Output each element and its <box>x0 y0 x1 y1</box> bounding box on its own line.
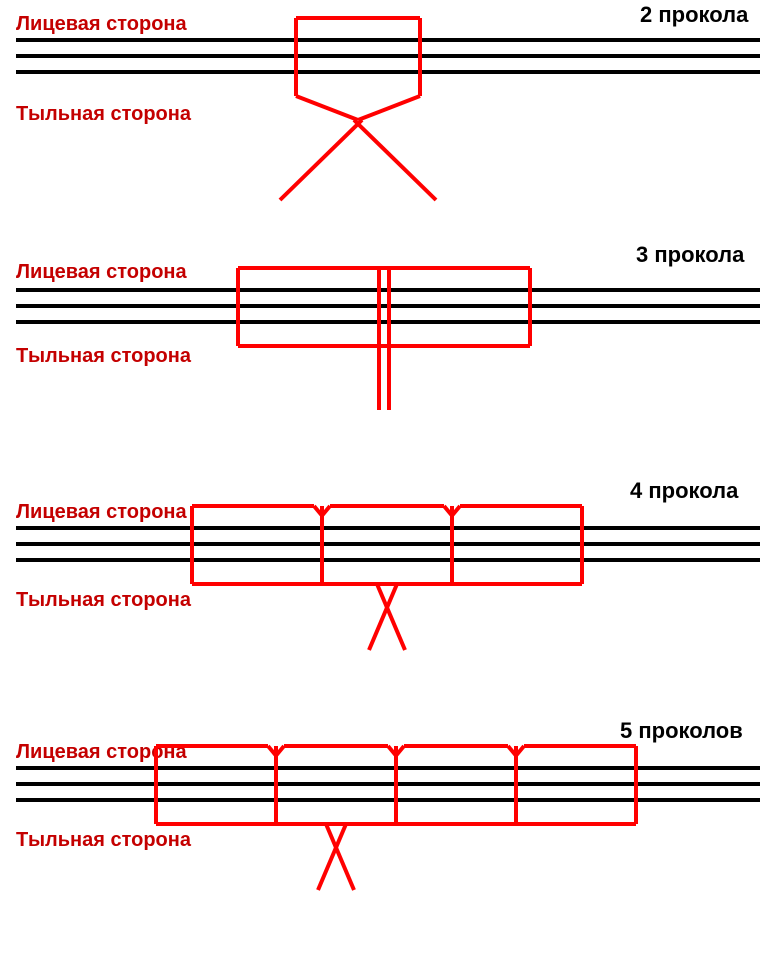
thread-tail-rl <box>280 120 362 200</box>
label-front-side: Лицевая сторона <box>16 261 188 283</box>
panel-title: 2 прокола <box>640 2 749 27</box>
label-back-side: Тыльная сторона <box>16 829 192 851</box>
thread-botright <box>358 96 420 120</box>
label-back-side: Тыльная сторона <box>16 345 192 367</box>
thread-botleft <box>296 96 358 120</box>
panel-title: 5 проколов <box>620 718 743 743</box>
label-back-side: Тыльная сторона <box>16 103 192 125</box>
document-sheet <box>16 528 760 560</box>
panel-4: 5 проколовЛицевая сторонаТыльная сторона <box>16 718 760 890</box>
label-front-side: Лицевая сторона <box>16 501 188 523</box>
panel-1: 2 прокола Лицевая сторона Тыльная сторона <box>16 2 760 200</box>
panel-title: 3 прокола <box>636 242 745 267</box>
document-sheet <box>16 768 760 800</box>
thread-path <box>280 18 436 200</box>
label-front-side: Лицевая сторона <box>16 13 188 35</box>
panel-title: 4 прокола <box>630 478 739 503</box>
thread-tail-lr <box>354 120 436 200</box>
label-back-side: Тыльная сторона <box>16 589 192 611</box>
document-sheet <box>16 40 760 72</box>
panel-2: 3 прокола Лицевая сторона Тыльная сторона <box>16 242 760 410</box>
panel-3: 4 прокола Лицевая сторона Тыльная сторона <box>16 478 760 650</box>
